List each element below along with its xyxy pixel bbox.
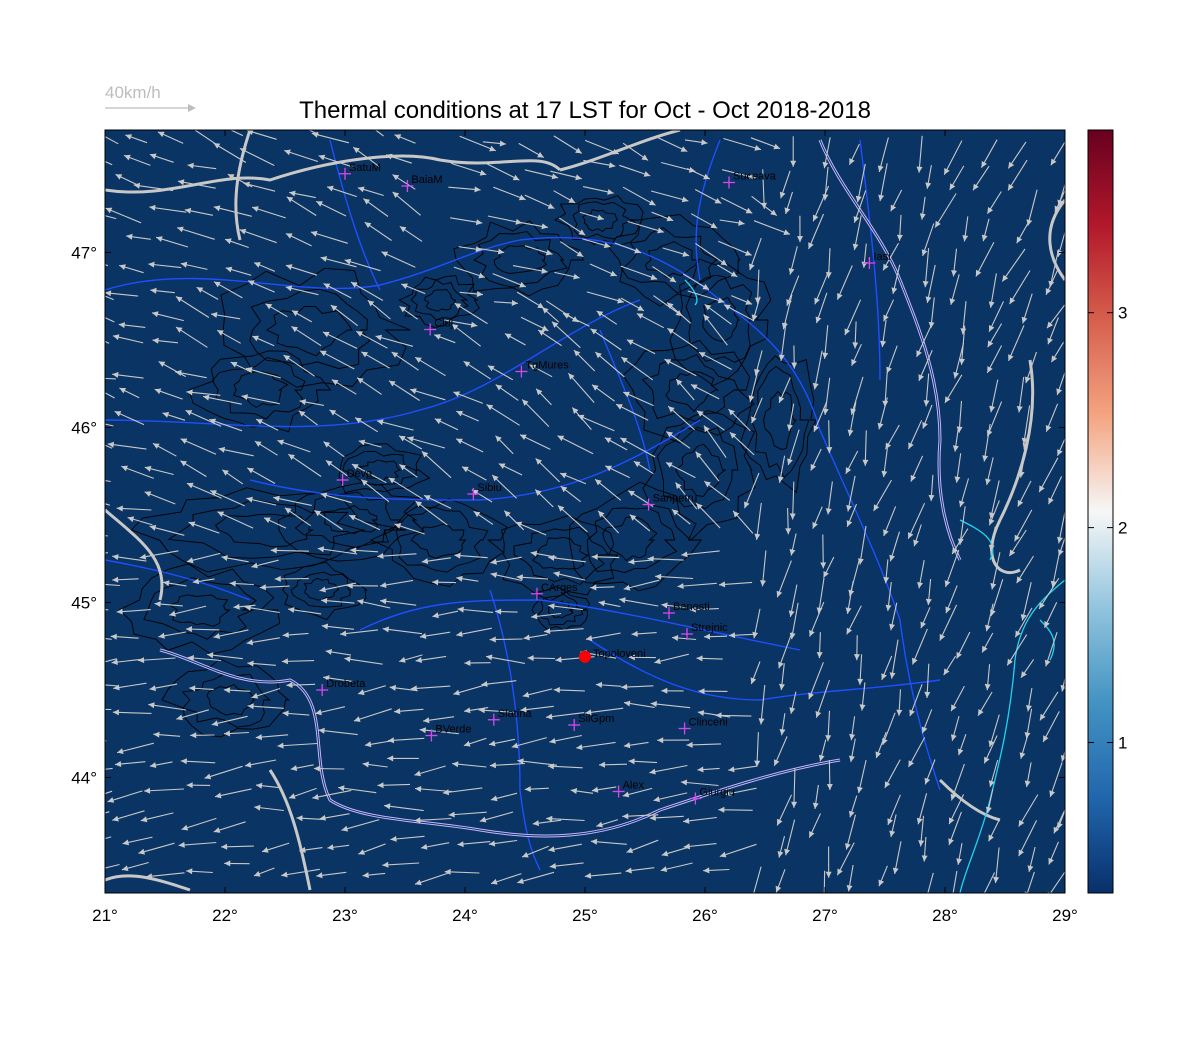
lon-tick-label: 27° [812, 906, 838, 925]
lon-tick-label: 29° [1052, 906, 1078, 925]
wind-arrowhead [75, 799, 82, 805]
highlight-station-label: Topoloveni [593, 648, 646, 660]
colorbar: 1 2 3 [1088, 130, 1127, 893]
wind-arrow [75, 553, 108, 560]
station-label: Cluj [434, 318, 453, 330]
wind-legend: 40km/h [105, 83, 196, 112]
wind-legend-label: 40km/h [105, 83, 161, 102]
lon-tick-label: 22° [212, 906, 238, 925]
station-label: Drobeta [326, 678, 366, 690]
station-label: BVerde [435, 724, 471, 736]
station-label: TgMures [525, 360, 569, 372]
wind-arrowhead [210, 120, 217, 126]
station-label: Sibiu [477, 482, 501, 494]
wind-arrowhead [749, 898, 755, 905]
wind-arrowhead [287, 119, 294, 125]
wind-arrow [75, 741, 106, 750]
wind-arrowhead [84, 381, 91, 387]
chart-title: Thermal conditions at 17 LST for Oct - O… [299, 97, 871, 124]
wind-arrowhead [925, 893, 931, 900]
station-label: Suceava [733, 171, 777, 183]
station-label: Sanpetru [653, 493, 698, 505]
wind-arrowhead [83, 152, 90, 158]
wind-arrowhead [80, 329, 87, 334]
station-label: SilGpm [578, 713, 614, 725]
lon-tick-label: 24° [452, 906, 478, 925]
highlight-station-dot [579, 651, 591, 663]
wind-arrowhead [87, 127, 94, 133]
station-label: Clinceni [689, 717, 728, 729]
station-label: Banesti [673, 601, 710, 613]
wind-arrow [74, 183, 105, 189]
station-label: SatuM [349, 162, 381, 174]
station-label: Iasi [873, 251, 890, 263]
station-label: Alex [623, 780, 645, 792]
colorbar-tick-label: 1 [1118, 734, 1127, 753]
wind-arrow [71, 812, 109, 824]
wind-arrowhead [76, 374, 82, 380]
lon-tick-label: 21° [92, 906, 118, 925]
wind-arrow [73, 709, 111, 710]
wind-arrowhead [94, 312, 101, 317]
wind-arrowhead [79, 681, 85, 687]
station-label: Giurgiu [699, 787, 734, 799]
wind-arrow [85, 533, 108, 536]
wind-legend-arrowhead [188, 104, 196, 112]
station-label: Strejnic [691, 622, 728, 634]
wind-arrowhead [92, 291, 99, 297]
colorbar-tick-label: 2 [1118, 519, 1127, 538]
colorbar-tick-label: 3 [1118, 304, 1127, 323]
lat-tick-label: 45° [71, 594, 97, 613]
wind-arrowhead [74, 474, 80, 480]
wind-arrowhead [81, 580, 87, 586]
station-label: Slatina [498, 708, 533, 720]
wind-arrowhead [75, 745, 82, 751]
lat-tick-label: 46° [71, 419, 97, 438]
map-panel: SatuM BaiaM Suceava Iasi Cluj TgMures Deva Sibi… [71, 119, 1078, 925]
station-label: Deva [347, 468, 374, 480]
wind-arrowhead [84, 663, 91, 669]
station-label: CArges [541, 582, 578, 594]
wind-arrowhead [821, 896, 827, 902]
lon-tick-label: 23° [332, 906, 358, 925]
wind-arrowhead [97, 866, 104, 872]
colorbar-ramp [1088, 130, 1113, 893]
lon-tick-label: 28° [932, 906, 958, 925]
wind-arrowhead [73, 706, 79, 712]
lon-tick-label: 25° [572, 906, 598, 925]
wind-arrowhead [74, 181, 81, 187]
wind-arrowhead [75, 555, 81, 561]
lon-tick-label: 26° [692, 906, 718, 925]
wind-arrowhead [978, 899, 983, 906]
wind-arrowhead [186, 124, 193, 130]
wind-arrowhead [93, 211, 100, 217]
wind-arrowhead [89, 438, 96, 444]
wind-arrowhead [83, 840, 90, 846]
lat-tick-label: 47° [71, 244, 97, 263]
wind-arrowhead [80, 633, 86, 639]
wind-arrowhead [87, 497, 94, 503]
wind-arrowhead [85, 531, 91, 537]
station-label: BaiaM [411, 174, 442, 186]
lat-tick-label: 44° [71, 769, 97, 788]
wind-arrowhead [71, 819, 78, 825]
